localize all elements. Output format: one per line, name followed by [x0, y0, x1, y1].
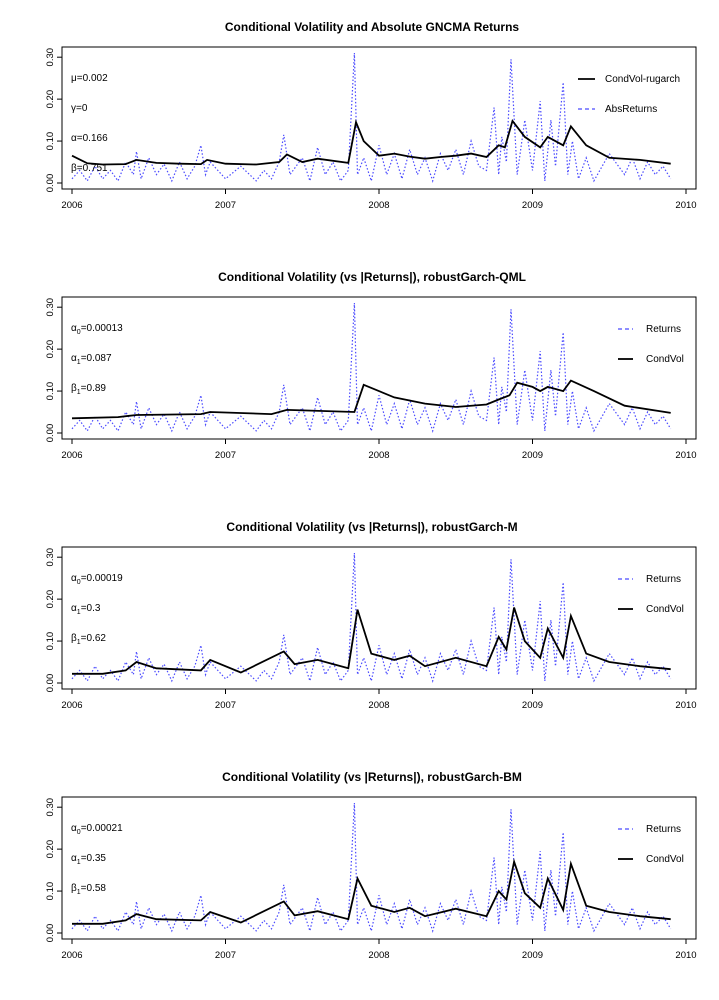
condvol-series-line [72, 858, 671, 925]
x-tick-label: 2006 [61, 700, 82, 711]
y-tick-label: 0.30 [45, 48, 56, 67]
condvol-series-line [72, 607, 671, 675]
y-tick-label: 0.20 [45, 840, 56, 859]
y-tick-label: 0.10 [45, 882, 56, 901]
param-annotation: α0=0.00019 [71, 573, 123, 586]
x-tick-label: 2006 [61, 450, 82, 461]
condvol-series-line [71, 118, 671, 166]
y-tick-label: 0.30 [45, 798, 56, 817]
legend-label: Returns [646, 824, 681, 835]
x-tick-label: 2009 [522, 950, 543, 961]
legend-label: AbsReturns [605, 104, 657, 115]
returns-series-line [71, 552, 672, 684]
y-tick-label: 0.20 [45, 90, 56, 109]
x-tick-label: 2008 [368, 700, 389, 711]
x-tick-label: 2008 [368, 950, 389, 961]
x-tick-label: 2007 [215, 950, 236, 961]
legend-label: Returns [646, 574, 681, 585]
condvol-series-line [71, 379, 671, 420]
x-tick-label: 2009 [522, 450, 543, 461]
y-tick-label: 0.10 [45, 132, 56, 151]
x-tick-label: 2008 [368, 200, 389, 211]
param-annotation: α0=0.00013 [71, 323, 123, 336]
param-annotation: α0=0.00021 [71, 823, 123, 836]
param-annotation: β1=0.89 [71, 383, 106, 396]
x-tick-label: 2006 [61, 200, 82, 211]
x-tick-label: 2008 [368, 450, 389, 461]
param-annotation: α1=0.35 [71, 853, 106, 866]
panel-rugarch: Conditional Volatility and Absolute GNCM… [45, 20, 697, 211]
y-tick-label: 0.10 [45, 632, 56, 651]
x-tick-label: 2010 [675, 950, 696, 961]
y-tick-label: 0.00 [45, 924, 56, 943]
param-annotation: α1=0.3 [71, 603, 101, 616]
returns-series-line [71, 52, 672, 184]
y-tick-label: 0.20 [45, 340, 56, 359]
param-annotation: μ=0.002 [71, 73, 108, 84]
x-tick-label: 2010 [675, 200, 696, 211]
x-tick-label: 2010 [675, 700, 696, 711]
panel-robustgarch-qml: Conditional Volatility (vs |Returns|), r… [45, 270, 697, 461]
param-annotation: γ=0 [71, 103, 88, 114]
x-tick-label: 2010 [675, 450, 696, 461]
param-annotation: β1=0.58 [71, 883, 106, 896]
legend-label: Returns [646, 324, 681, 335]
panel-title: Conditional Volatility (vs |Returns|), r… [226, 520, 517, 534]
y-tick-label: 0.20 [45, 590, 56, 609]
panel-robustgarch-m: Conditional Volatility (vs |Returns|), r… [45, 520, 697, 711]
panel-title: Conditional Volatility (vs |Returns|), r… [222, 770, 522, 784]
param-annotation: α=0.166 [71, 133, 108, 144]
x-tick-label: 2007 [215, 700, 236, 711]
x-tick-label: 2006 [61, 950, 82, 961]
panel-title: Conditional Volatility (vs |Returns|), r… [218, 270, 526, 284]
param-annotation: β=0.751 [71, 163, 108, 174]
panel-robustgarch-bm: Conditional Volatility (vs |Returns|), r… [45, 770, 697, 961]
legend-label: CondVol [646, 854, 684, 865]
x-tick-label: 2009 [522, 700, 543, 711]
legend-label: CondVol-rugarch [605, 74, 680, 85]
y-tick-label: 0.30 [45, 298, 56, 317]
y-tick-label: 0.10 [45, 382, 56, 401]
returns-series-line [71, 302, 672, 434]
y-tick-label: 0.00 [45, 674, 56, 693]
x-tick-label: 2009 [522, 200, 543, 211]
legend-label: CondVol [646, 354, 684, 365]
y-tick-label: 0.00 [45, 174, 56, 193]
param-annotation: β1=0.62 [71, 633, 106, 646]
returns-series-line [71, 802, 672, 934]
y-tick-label: 0.30 [45, 548, 56, 567]
legend-label: CondVol [646, 604, 684, 615]
x-tick-label: 2007 [215, 450, 236, 461]
panel-title: Conditional Volatility and Absolute GNCM… [225, 20, 520, 34]
y-tick-label: 0.00 [45, 424, 56, 443]
x-tick-label: 2007 [215, 200, 236, 211]
param-annotation: α1=0.087 [71, 353, 112, 366]
